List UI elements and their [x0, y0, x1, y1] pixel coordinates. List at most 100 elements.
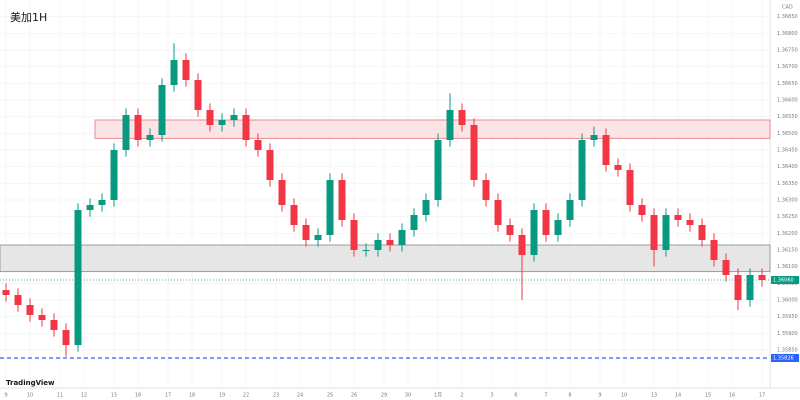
y-tick-label: 1.36150	[777, 248, 798, 254]
y-tick-label: 1.36600	[777, 98, 798, 104]
y-tick-label: 1.36650	[777, 81, 798, 87]
candle-body	[242, 115, 250, 140]
candle-body	[494, 200, 502, 225]
candle-body	[590, 135, 598, 140]
y-tick-label: 1.36200	[777, 231, 798, 237]
candle-body	[326, 180, 334, 235]
candle-body	[26, 305, 34, 315]
candle-body	[602, 135, 610, 165]
logo: TradingView	[6, 379, 55, 387]
candle-body	[698, 225, 706, 240]
candle-body	[386, 240, 394, 245]
y-tick-label: 1.36700	[777, 64, 798, 70]
candle-body	[482, 180, 490, 200]
x-tick-label: 24	[297, 393, 303, 399]
x-tick-label: 30	[405, 393, 411, 399]
x-tick-label: 3	[490, 393, 493, 399]
candle-body	[734, 275, 742, 300]
candle-body	[470, 125, 478, 180]
candle-body	[122, 115, 130, 150]
candle-body	[98, 200, 106, 205]
candle-body	[158, 85, 166, 135]
candle-body	[506, 225, 514, 235]
price-tag-label: 1.36060	[773, 278, 794, 284]
x-tick-label: 23	[273, 393, 279, 399]
candle-body	[230, 115, 238, 120]
candle-body	[686, 220, 694, 225]
candle-body	[38, 315, 46, 320]
x-tick-label: 18	[189, 393, 195, 399]
x-tick-label: 19	[219, 393, 225, 399]
x-tick-label: 1月	[434, 393, 442, 399]
y-tick-label: 1.36750	[777, 48, 798, 54]
candle-body	[338, 180, 346, 220]
level-label: 1.35826	[773, 356, 794, 362]
candle-body	[314, 235, 322, 240]
y-tick-label: 1.36350	[777, 181, 798, 187]
candle-body	[758, 275, 766, 280]
candle-body	[710, 240, 718, 260]
y-tick-label: 1.36000	[777, 298, 798, 304]
candle-body	[254, 140, 262, 150]
y-tick-label: 1.35900	[777, 331, 798, 337]
candle-body	[530, 210, 538, 255]
zone	[0, 244, 771, 273]
y-tick-label: 1.35950	[777, 314, 798, 320]
y-tick-label: 1.36800	[777, 31, 798, 37]
candle-body	[626, 170, 634, 205]
candle-body	[422, 200, 430, 215]
candle-body	[218, 120, 226, 125]
x-tick-label: 14	[675, 393, 681, 399]
x-tick-label: 9	[4, 393, 7, 399]
chart-title: 美加1H	[10, 11, 47, 24]
candle-body	[2, 290, 10, 295]
candle-body	[650, 215, 658, 250]
candle-body	[746, 275, 754, 300]
candle-body	[518, 235, 526, 255]
candle-body	[50, 320, 58, 330]
axis-title: CAD	[782, 5, 793, 11]
price-tag	[771, 276, 799, 284]
x-tick-label: 16	[729, 393, 735, 399]
candle-body	[146, 135, 154, 140]
candle-body	[182, 60, 190, 80]
candle-body	[566, 200, 574, 220]
x-tick-label: 9	[598, 393, 601, 399]
candle-body	[302, 225, 310, 240]
x-tick-label: 7	[544, 393, 547, 399]
candle-body	[206, 110, 214, 125]
y-tick-label: 1.36300	[777, 198, 798, 204]
x-tick-label: 10	[621, 393, 627, 399]
x-tick-label: 2	[460, 393, 463, 399]
candle-body	[362, 250, 370, 251]
candle-body	[674, 215, 682, 220]
candle-body	[374, 240, 382, 250]
x-tick-label: 22	[243, 393, 249, 399]
candle-body	[434, 140, 442, 200]
x-tick-label: 16	[135, 393, 141, 399]
x-tick-label: 10	[27, 393, 33, 399]
candle-body	[410, 215, 418, 230]
candle-body	[86, 205, 94, 210]
candle-body	[278, 180, 286, 205]
x-tick-label: 11	[57, 393, 63, 399]
candle-body	[170, 60, 178, 85]
y-tick-label: 1.36850	[777, 14, 798, 20]
x-tick-label: 29	[381, 393, 387, 399]
candle-body	[542, 210, 550, 235]
candle-body	[350, 220, 358, 250]
x-tick-label: 8	[568, 393, 571, 399]
y-tick-label: 1.35850	[777, 348, 798, 354]
candle-body	[554, 220, 562, 235]
candle-body	[266, 150, 274, 180]
candle-body	[458, 110, 466, 125]
level-tag	[771, 354, 799, 362]
candle-body	[74, 210, 82, 345]
candle-body	[14, 295, 22, 305]
candle-body	[614, 165, 622, 170]
candle-body	[662, 215, 670, 250]
x-tick-label: 17	[759, 393, 765, 399]
candle-body	[446, 110, 454, 140]
x-tick-label: 15	[111, 393, 117, 399]
